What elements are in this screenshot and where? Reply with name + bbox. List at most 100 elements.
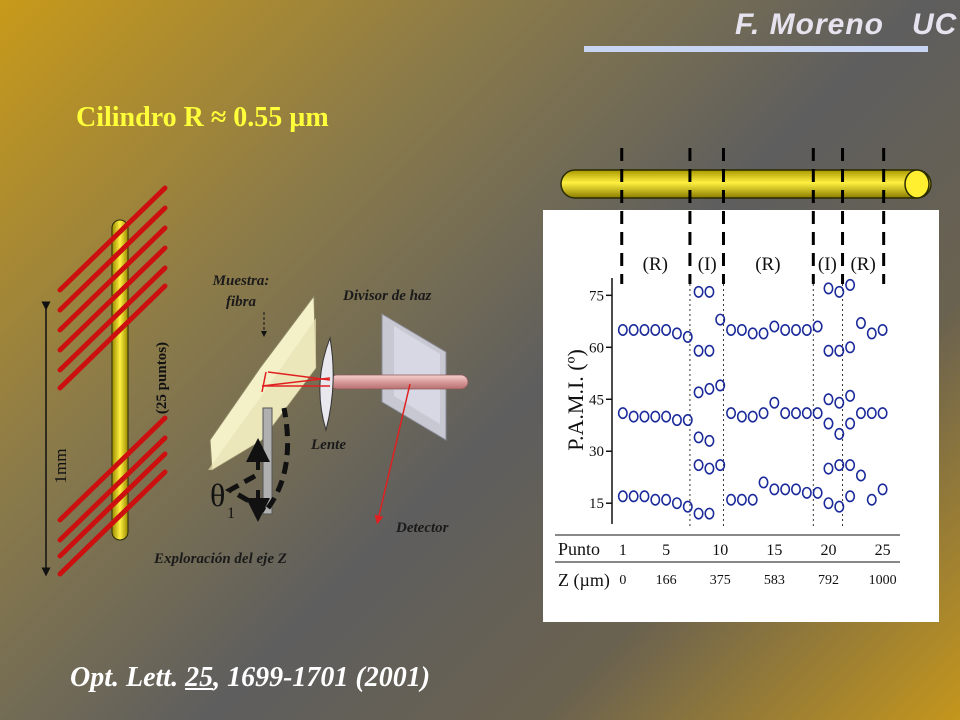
scale-label: 1mm	[51, 449, 70, 484]
punto-label: Punto	[558, 539, 600, 559]
institution-name: UC	[912, 8, 958, 41]
y-tick-label-1: 30	[589, 444, 604, 460]
data-point-s0-21	[823, 282, 834, 295]
data-point-s2-3	[650, 493, 661, 506]
data-point-s1-2	[639, 410, 650, 423]
data-point-s2-12	[726, 493, 737, 506]
punto-tick-2: 10	[712, 542, 728, 559]
detector-label: Detector	[395, 520, 449, 536]
z-tick-3: 583	[764, 573, 785, 588]
fiber-scan-diagram: 1mm (25 puntos) Muestra: fibra Divisor d…	[41, 185, 469, 577]
muestra-label: Muestra:	[212, 273, 270, 289]
data-point-s0-6	[682, 330, 693, 343]
data-point-s2-21	[823, 462, 834, 475]
data-point-s2-0	[617, 490, 628, 503]
citation: Opt. Lett. 25, 1699-1701 (2001)	[70, 662, 430, 694]
data-point-s0-9	[704, 285, 715, 298]
theta-symbol: θ	[210, 477, 225, 513]
fiber-end	[904, 169, 930, 199]
data-point-s2-1	[628, 490, 639, 503]
divisor-label: Divisor de haz	[342, 288, 432, 304]
data-point-s0-17	[780, 323, 791, 336]
data-points	[617, 278, 888, 520]
data-point-s2-7	[693, 459, 704, 472]
data-point-s0-20	[812, 320, 823, 333]
data-point-s0-12	[726, 323, 737, 336]
points-label: (25 puntos)	[154, 342, 170, 414]
data-point-s2-17	[780, 483, 791, 496]
data-point-s0-4	[661, 323, 672, 336]
data-point-s0-15	[758, 327, 769, 340]
data-point-s1-26	[845, 417, 856, 430]
data-point-s0-25	[845, 278, 856, 291]
data-point-s2-26	[845, 490, 856, 503]
data-point-s0-2	[639, 323, 650, 336]
data-point-s0-5	[671, 327, 682, 340]
data-point-s2-9	[704, 462, 715, 475]
data-point-s1-15	[758, 407, 769, 420]
data-point-s0-18	[790, 323, 801, 336]
lente-label: Lente	[310, 437, 346, 453]
focused-rays	[261, 371, 331, 393]
chart-axis	[555, 278, 900, 563]
data-point-s2-27	[855, 469, 866, 482]
data-point-s2-28	[866, 493, 877, 506]
data-point-s1-4	[661, 410, 672, 423]
punto-tick-0: 1	[619, 542, 627, 559]
y-tick-label-4: 75	[589, 288, 604, 304]
data-point-s1-3	[650, 410, 661, 423]
data-point-s2-22	[823, 497, 834, 510]
region-label-0: (R)	[643, 254, 668, 275]
citation-pages-year: , 1699-1701 (2001)	[213, 662, 431, 693]
data-point-s1-11	[715, 379, 726, 392]
data-point-s0-8	[693, 344, 704, 357]
fiber-cylinder	[560, 169, 932, 199]
data-point-s0-28	[866, 327, 877, 340]
data-point-s0-10	[704, 344, 715, 357]
punto-tick-1: 5	[662, 542, 670, 559]
header-rule	[584, 46, 928, 52]
data-point-s0-27	[855, 317, 866, 330]
region-label-2: (R)	[755, 254, 780, 275]
punto-tick-4: 20	[820, 542, 836, 559]
y-tick-label-3: 60	[589, 340, 604, 356]
data-point-s0-7	[693, 285, 704, 298]
data-point-s1-28	[866, 407, 877, 420]
lens	[319, 336, 334, 432]
data-point-s1-22	[823, 417, 834, 430]
citation-journal: Opt. Lett.	[70, 662, 179, 693]
data-point-s1-9	[704, 382, 715, 395]
data-point-s0-1	[628, 323, 639, 336]
fiber-profile	[560, 169, 932, 199]
data-point-s2-25	[845, 459, 856, 472]
data-point-s1-16	[769, 396, 780, 409]
data-point-s1-12	[726, 407, 737, 420]
data-point-s0-24	[834, 344, 845, 357]
data-point-s1-8	[693, 431, 704, 444]
author-name: F. Moreno	[735, 8, 884, 41]
z-tick-0: 0	[619, 573, 626, 588]
data-point-s1-25	[845, 389, 856, 402]
data-point-s1-14	[747, 410, 758, 423]
data-point-s0-29	[877, 323, 888, 336]
data-point-s1-1	[628, 410, 639, 423]
data-point-s1-21	[823, 393, 834, 406]
exploration-label: Exploración del eje Z	[153, 551, 287, 567]
region-label-4: (R)	[850, 254, 875, 275]
detector-ray	[374, 383, 411, 525]
z-tick-1: 166	[656, 573, 677, 588]
punto-tick-3: 15	[766, 542, 782, 559]
citation-volume: 25	[185, 662, 214, 693]
data-point-s2-19	[801, 486, 812, 499]
data-point-s0-16	[769, 320, 780, 333]
y-axis-label: P.A.M.I. (º)	[563, 349, 588, 451]
slide-title: Cilindro R ≈ 0.55 µm	[76, 102, 329, 133]
data-point-s0-22	[823, 344, 834, 357]
data-point-s2-18	[790, 483, 801, 496]
data-point-s1-7	[693, 386, 704, 399]
punto-tick-5: 25	[875, 542, 891, 559]
data-point-s0-13	[736, 323, 747, 336]
data-point-s0-23	[834, 285, 845, 298]
theta-subscript: 1	[227, 505, 235, 522]
